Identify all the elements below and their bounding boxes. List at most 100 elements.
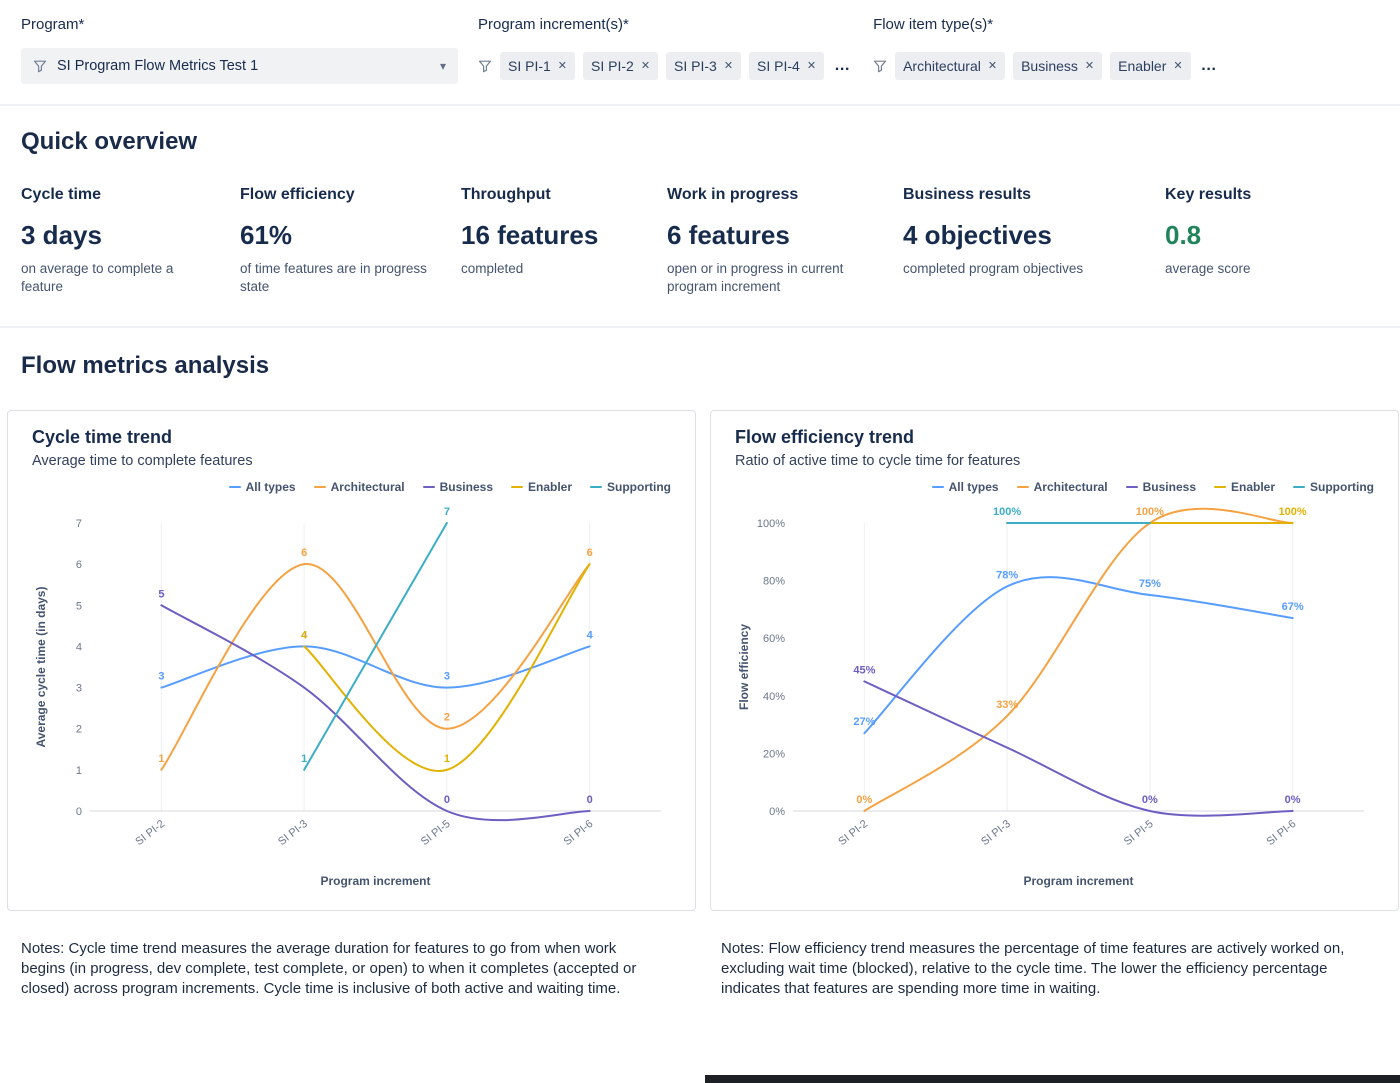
chart-subtitle: Average time to complete features	[32, 453, 253, 470]
legend-item[interactable]: Enabler	[511, 480, 572, 494]
chip-label: SI PI-3	[674, 58, 717, 74]
filter-chip[interactable]: Enabler ✕	[1110, 52, 1191, 80]
remove-icon[interactable]: ✕	[1173, 59, 1183, 72]
flow-efficiency-trend-chart: 0% 20% 40% 60% 80% 100% SI PI-2 SI PI-3 SI PI-5 S…	[735, 499, 1374, 902]
svg-text:75%: 75%	[1139, 578, 1161, 590]
chip-label: Architectural	[903, 58, 981, 74]
legend-item[interactable]: Supporting	[1293, 480, 1374, 494]
filter-chip[interactable]: SI PI-3 ✕	[666, 52, 742, 80]
metric-value: 3 days	[21, 220, 102, 250]
program-select[interactable]: SI Program Flow Metrics Test 1 ▾	[21, 48, 458, 84]
legend-color-dash	[1214, 486, 1226, 489]
program-select-value: SI Program Flow Metrics Test 1	[57, 58, 259, 74]
metric-title: Key results	[1165, 186, 1252, 203]
quick-overview-section: Quick overview Cycle time 3 days on aver…	[0, 106, 1400, 326]
remove-icon[interactable]: ✕	[1084, 59, 1095, 72]
flow-efficiency-notes: Notes: Flow efficiency trend measures th…	[721, 940, 1345, 998]
metric-value: 0.8	[1165, 220, 1202, 250]
svg-text:2: 2	[76, 724, 82, 736]
chip-label: SI PI-2	[591, 58, 634, 74]
svg-text:SI PI-6: SI PI-6	[562, 818, 596, 848]
svg-text:33%: 33%	[996, 699, 1018, 711]
svg-text:SI PI-3: SI PI-3	[276, 818, 310, 848]
metric-title: Throughput	[461, 186, 551, 203]
svg-text:7: 7	[76, 518, 82, 530]
flow-metrics-analysis-heading: Flow metrics analysis	[21, 352, 270, 380]
flow-item-types-filter-control: Architectural ✕ Business ✕ Enabler ✕ …	[873, 48, 1220, 84]
remove-icon[interactable]: ✕	[557, 59, 568, 72]
svg-text:SI PI-2: SI PI-2	[836, 818, 870, 848]
svg-text:3: 3	[76, 683, 82, 695]
filter-chip[interactable]: Architectural ✕	[895, 52, 1006, 80]
svg-text:5: 5	[76, 601, 82, 613]
increments-filter-group: Program increment(s)* SI PI-1 ✕ SI PI-2 ✕ SI…	[478, 16, 853, 84]
filter-chip[interactable]: Business ✕	[1013, 52, 1103, 80]
legend-label: Architectural	[1033, 480, 1108, 495]
remove-icon[interactable]: ✕	[723, 59, 734, 72]
legend-label: Enabler	[528, 480, 573, 495]
svg-text:0: 0	[76, 806, 82, 818]
svg-text:100%: 100%	[1279, 506, 1307, 518]
svg-text:80%: 80%	[763, 576, 785, 588]
legend-item[interactable]: All types	[931, 480, 999, 495]
svg-text:3: 3	[158, 671, 164, 683]
remove-icon[interactable]: ✕	[640, 59, 651, 72]
metric-title: Cycle time	[21, 186, 102, 203]
svg-text:7: 7	[444, 506, 450, 518]
svg-text:0%: 0%	[856, 794, 872, 806]
svg-text:SI PI-5: SI PI-5	[1122, 818, 1156, 848]
remove-icon[interactable]: ✕	[806, 59, 817, 72]
metric-value: 6 features	[667, 220, 790, 250]
legend-label: All types	[948, 480, 999, 495]
metric-value: 61%	[240, 220, 293, 250]
legend-item[interactable]: Business	[1125, 480, 1196, 494]
legend-color-dash	[422, 486, 435, 489]
legend-item[interactable]: Supporting	[590, 480, 671, 494]
svg-text:2: 2	[444, 712, 450, 724]
filter-icon	[478, 59, 492, 73]
metric-business-results: Business results 4 objectives completed …	[903, 186, 1165, 296]
flow-metrics-analysis-section: Flow metrics analysis Cycle time trend A…	[0, 328, 1400, 998]
svg-text:20%: 20%	[763, 749, 785, 761]
svg-text:1: 1	[301, 753, 307, 765]
program-filter-label: Program*	[21, 16, 85, 33]
legend-color-dash	[590, 486, 603, 489]
svg-text:0%: 0%	[1285, 794, 1301, 806]
remove-icon[interactable]: ✕	[987, 59, 998, 72]
flow-item-types-overflow-ellipsis[interactable]: …	[1200, 57, 1218, 74]
flow-item-types-filter-group: Flow item type(s)* Architectural ✕ Busines…	[873, 16, 1220, 84]
increments-overflow-ellipsis[interactable]: …	[834, 57, 852, 74]
legend-item[interactable]: All types	[228, 480, 296, 494]
svg-text:4: 4	[587, 630, 594, 642]
legend-color-dash	[228, 486, 241, 489]
metric-caption: on average to complete a feature	[21, 261, 174, 295]
increments-chip-list: SI PI-1 ✕ SI PI-2 ✕ SI PI-3 ✕ SI PI-4 ✕	[500, 48, 825, 84]
filter-chip[interactable]: SI PI-2 ✕	[583, 52, 659, 80]
metric-throughput: Throughput 16 features completed	[461, 186, 667, 296]
legend-item[interactable]: Enabler	[1214, 480, 1275, 494]
svg-text:6: 6	[76, 560, 82, 572]
legend-item[interactable]: Architectural	[313, 480, 405, 494]
legend-item[interactable]: Business	[422, 480, 493, 494]
legend-item[interactable]: Architectural	[1016, 480, 1108, 495]
svg-text:78%: 78%	[996, 570, 1018, 582]
charts-row: Cycle time trend Average time to complet…	[7, 410, 1399, 912]
svg-text:100%: 100%	[993, 506, 1021, 518]
chip-label: SI PI-4	[757, 58, 800, 74]
chip-label: Business	[1021, 58, 1078, 74]
metric-title: Work in progress	[667, 186, 799, 203]
metrics-row: Cycle time 3 days on average to complete…	[21, 186, 1379, 296]
filter-chip[interactable]: SI PI-1 ✕	[500, 52, 576, 80]
metric-key-results: Key results 0.8 average score	[1165, 186, 1379, 296]
metric-work-in-progress: Work in progress 6 features open or in p…	[667, 186, 903, 296]
filter-icon	[33, 59, 47, 73]
cycle-time-trend-chart: 0 1 2 3 4 5 6 7 SI PI-2 SI PI-3 SI PI-5 SI PI-6 Prog…	[32, 499, 671, 902]
svg-text:0: 0	[587, 794, 593, 806]
notes-row: Notes: Cycle time trend measures the ave…	[7, 939, 1393, 998]
chip-label: SI PI-1	[508, 58, 551, 74]
svg-text:0%: 0%	[769, 806, 785, 818]
filter-chip[interactable]: SI PI-4 ✕	[749, 52, 825, 80]
svg-text:SI PI-5: SI PI-5	[419, 818, 453, 848]
increments-filter-control: SI PI-1 ✕ SI PI-2 ✕ SI PI-3 ✕ SI PI-4 ✕ …	[478, 48, 853, 84]
svg-text:SI PI-3: SI PI-3	[979, 818, 1013, 848]
